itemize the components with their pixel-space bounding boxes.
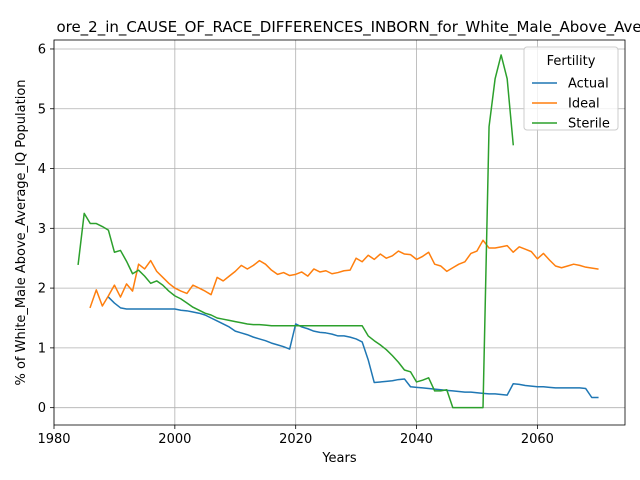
chart-title: ore_2_in_CAUSE_OF_RACE_DIFFERENCES_INBOR…	[56, 18, 640, 37]
x-tick-label: 2040	[400, 432, 433, 447]
y-tick-label: 0	[38, 401, 46, 416]
x-axis: 1980 2000 2020 2040 2060	[37, 425, 554, 447]
y-axis-label: % of White_Male Above_Average_IQ Populat…	[14, 79, 29, 385]
y-tick-label: 4	[38, 162, 46, 177]
y-tick-label: 2	[38, 282, 46, 297]
plot-frame	[53, 39, 626, 426]
y-axis: 0 1 2 3 4 5 6	[38, 42, 54, 416]
series-line-actual	[107, 296, 599, 399]
series-line-ideal	[89, 239, 599, 309]
legend: Fertility Actual Ideal Sterile	[523, 46, 619, 132]
y-tick-label: 1	[38, 341, 46, 356]
legend-title: Fertility	[547, 54, 596, 69]
y-tick-label: 3	[38, 222, 46, 237]
series-line-sterile	[77, 54, 515, 409]
y-tick-label: 5	[38, 102, 46, 117]
legend-label-actual: Actual	[568, 77, 609, 92]
x-tick-label: 2060	[521, 432, 554, 447]
x-tick-label: 2000	[158, 432, 191, 447]
legend-items: Actual Ideal Sterile	[532, 77, 610, 132]
y-tick-label: 6	[38, 42, 46, 57]
x-tick-label: 2020	[279, 432, 312, 447]
x-tick-label: 1980	[37, 432, 70, 447]
legend-label-ideal: Ideal	[568, 97, 600, 112]
series-layer	[77, 54, 599, 409]
legend-label-sterile: Sterile	[568, 117, 610, 132]
x-axis-label: Years	[321, 451, 357, 466]
legend-box	[523, 46, 619, 131]
